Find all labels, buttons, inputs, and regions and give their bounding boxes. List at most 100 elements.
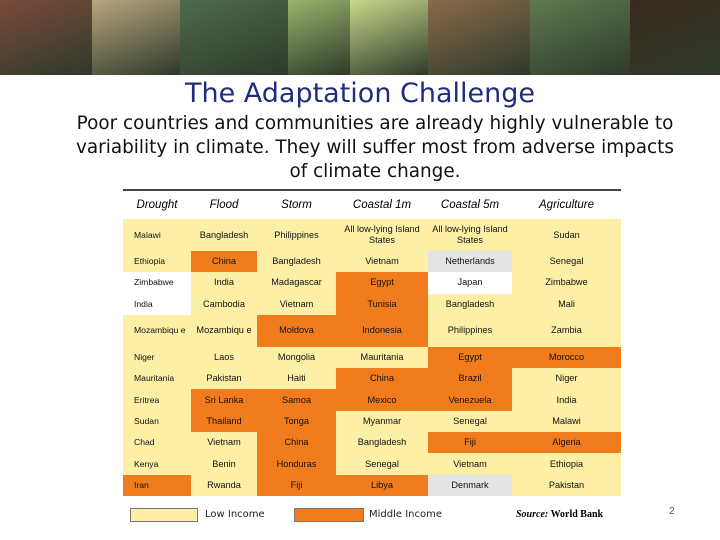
column-header: Agriculture	[539, 199, 594, 211]
table-cell: Venezuela	[428, 389, 512, 411]
table-cell: Thailand	[191, 410, 257, 433]
table-cell: Mexico	[336, 389, 428, 411]
table-cell: Bangladesh	[428, 293, 512, 315]
table-cell: Mozambiqu e	[191, 314, 257, 347]
table-cell: Haiti	[257, 368, 336, 390]
table-cell: China	[336, 368, 428, 390]
leaf-closeup-photo	[350, 0, 428, 75]
table-cell: Pakistan	[512, 474, 621, 496]
table-row: Sudan Thailand Tonga Myanmar Senegal Malawi	[123, 410, 621, 433]
table-cell: Libya	[336, 474, 428, 496]
table-cell: Eritrea	[123, 389, 191, 411]
table-cell: Mauritania	[123, 368, 191, 390]
table-row: India Cambodia Vietnam Tunisia Bangladesh Mal…	[123, 293, 621, 315]
table-cell: Ethiopia	[512, 453, 621, 475]
legend-middle-income-label: Middle Income	[369, 509, 443, 520]
table-cell: China	[257, 432, 336, 454]
legend-low-income-label: Low Income	[205, 509, 265, 520]
table-cell: Myanmar	[336, 410, 428, 433]
column-header: Storm	[281, 199, 312, 211]
column-header: Coastal 1m	[352, 199, 412, 211]
table-cell: Zambia	[512, 314, 621, 347]
table-cell: Tunisia	[336, 293, 428, 315]
table-row: Niger Laos Mongolia Mauritania Egypt Morocco	[123, 346, 621, 369]
waterfall-photo	[530, 0, 630, 75]
table-cell: Brazil	[428, 368, 512, 390]
table-cell: Algeria	[512, 432, 621, 454]
table-cell: Netherlands	[428, 251, 512, 273]
table-cell: Sri Lanka	[191, 389, 257, 411]
table-cell: Japan	[428, 272, 512, 294]
table-cell: India	[123, 293, 191, 315]
table-cell: India	[512, 389, 621, 411]
table-cell: Mali	[512, 293, 621, 315]
table-cell: Egypt	[336, 272, 428, 294]
children-photo	[428, 0, 530, 75]
table-cell: Laos	[191, 346, 257, 369]
vulnerability-table: Drought Flood Storm Coastal 1m Coastal 5m Agr…	[123, 189, 621, 496]
table-cell: Senegal	[428, 410, 512, 433]
table-row: Mozambiqu e Mozambiqu e Moldova Indonesia Ph…	[123, 314, 621, 347]
table-cell: Ethiopia	[123, 251, 191, 273]
table-cell: Niger	[123, 346, 191, 369]
table-cell: China	[191, 251, 257, 273]
table-cell: Morocco	[512, 346, 621, 369]
table-row: Zimbabwe India Madagascar Egypt Japan Zimbabw…	[123, 272, 621, 294]
table-cell: Zimbabwe	[123, 272, 191, 294]
plant-stalk-photo	[288, 0, 350, 75]
table-row: Eritrea Sri Lanka Samoa Mexico Venezuela Indi…	[123, 389, 621, 411]
slide-subtitle: Poor countries and communities are alrea…	[76, 113, 674, 182]
table-cell: Vietnam	[428, 453, 512, 475]
legend-low-income-swatch	[130, 508, 198, 522]
table-cell: Iran	[123, 474, 191, 496]
table-cell: Sudan	[123, 410, 191, 433]
table-row: Mauritania Pakistan Haiti China Brazil Niger	[123, 368, 621, 390]
table-cell: All low-lying Island States	[336, 219, 428, 251]
table-cell: Moldova	[257, 314, 336, 347]
table-cell: Mongolia	[257, 346, 336, 369]
table-cell: Bangladesh	[257, 251, 336, 273]
table-cell: Cambodia	[191, 293, 257, 315]
source-credit: Source: World Bank	[516, 509, 604, 520]
table-row: Kenya Benin Honduras Senegal Vietnam Ethiopia	[123, 453, 621, 475]
woman-with-solar-panel-photo	[180, 0, 288, 75]
table-cell: Egypt	[428, 346, 512, 369]
table-cell: All low-lying Island States	[428, 219, 512, 251]
table-cell: Denmark	[428, 474, 512, 496]
table-cell: Tonga	[257, 410, 336, 433]
table-cell: India	[191, 272, 257, 294]
power-lines-photo	[92, 0, 180, 75]
table-cell: Sudan	[512, 219, 621, 251]
table-cell: Vietnam	[257, 293, 336, 315]
woman-portrait-photo	[0, 0, 92, 75]
table-row: Iran Rwanda Fiji Libya Denmark Pakistan	[123, 474, 621, 496]
table-row: Chad Vietnam China Bangladesh Fiji Algeria	[123, 432, 621, 454]
table-cell: Mauritania	[336, 346, 428, 369]
boy-portrait-photo	[630, 0, 720, 75]
table-cell: Samoa	[257, 389, 336, 411]
table-body: Malawi Bangladesh Philippines All low-lying…	[123, 219, 621, 496]
table-cell: Senegal	[336, 453, 428, 475]
photo-banner	[0, 0, 720, 75]
table-row: Ethiopia China Bangladesh Vietnam Netherland…	[123, 251, 621, 273]
column-header: Coastal 5m	[440, 199, 500, 211]
table-cell: Malawi	[512, 410, 621, 433]
table-cell: Zimbabwe	[512, 272, 621, 294]
table-cell: Bangladesh	[191, 219, 257, 251]
table-cell: Niger	[512, 368, 621, 390]
table-cell: Rwanda	[191, 474, 257, 496]
table-cell: Bangladesh	[336, 432, 428, 454]
table-cell: Pakistan	[191, 368, 257, 390]
table-cell: Philippines	[428, 314, 512, 347]
table-cell: Chad	[123, 432, 191, 454]
table-cell: Malawi	[123, 219, 191, 251]
table-cell: Benin	[191, 453, 257, 475]
table-cell: Vietnam	[336, 251, 428, 273]
page-number: 2	[669, 506, 675, 517]
table-cell: Fiji	[428, 432, 512, 454]
slide-title: The Adaptation Challenge	[184, 78, 536, 109]
legend-middle-income-swatch	[294, 508, 364, 522]
table-header: Drought Flood Storm Coastal 1m Coastal 5m Agr…	[123, 189, 621, 219]
table-cell: Vietnam	[191, 432, 257, 454]
table-cell: Madagascar	[257, 272, 336, 294]
